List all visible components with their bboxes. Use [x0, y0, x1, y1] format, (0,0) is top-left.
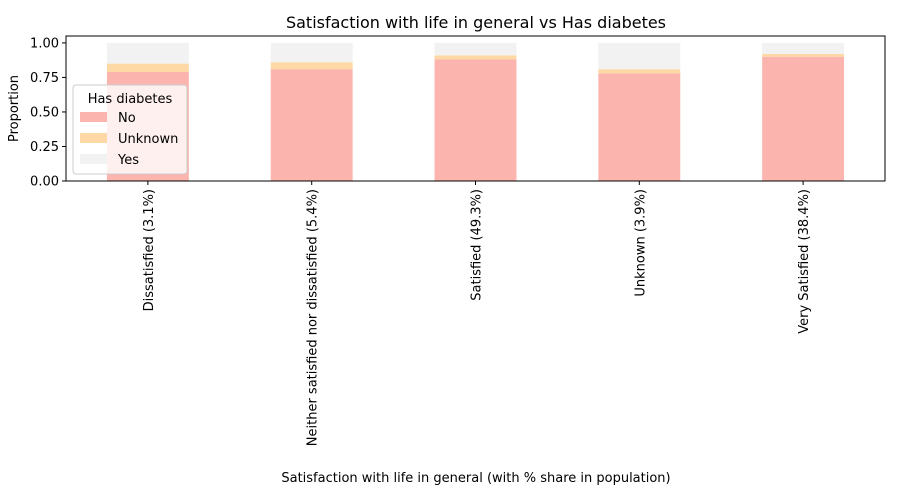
- bar-yes-4: [598, 42, 681, 70]
- bar-no-2: [270, 69, 353, 181]
- y-tick-label: 0.75: [30, 71, 59, 86]
- bar-unknown-5: [762, 53, 845, 57]
- legend-items: No Unknown Yes: [80, 111, 178, 168]
- legend-title: Has diabetes: [88, 92, 173, 107]
- bar-yes-5: [762, 42, 845, 54]
- legend-label-unknown: Unknown: [118, 132, 178, 147]
- bar-no-4: [598, 73, 681, 181]
- bar-yes-1: [106, 42, 189, 64]
- x-tick-label: Unknown (3.9%): [633, 189, 648, 297]
- legend-box: [72, 84, 188, 175]
- y-tick-label: 0.00: [30, 175, 59, 190]
- bars-group: [106, 42, 845, 182]
- y-tick-label: 0.50: [30, 105, 59, 120]
- legend-label-yes: Yes: [117, 153, 139, 168]
- y-tick-label: 1.00: [30, 36, 59, 51]
- bar-unknown-1: [106, 63, 189, 72]
- y-axis: 0.00 0.25 0.50 0.75 1.00: [30, 36, 66, 190]
- bar-unknown-2: [270, 62, 353, 70]
- x-tick-label: Satisfied (49.3%): [470, 189, 485, 301]
- bar-unknown-3: [434, 55, 517, 60]
- legend-swatch-no: [80, 112, 107, 122]
- bar-unknown-4: [598, 69, 681, 74]
- bar-yes-2: [270, 42, 353, 63]
- bar-no-5: [762, 56, 845, 181]
- x-tick-label: Dissatisfied (3.1%): [142, 189, 157, 311]
- bar-yes-3: [434, 42, 517, 56]
- bar-no-3: [434, 59, 517, 182]
- chart-title: Satisfaction with life in general vs Has…: [286, 13, 666, 32]
- legend-swatch-yes: [80, 154, 107, 164]
- y-tick-label: 0.25: [30, 140, 59, 155]
- x-axis: Dissatisfied (3.1%) Neither satisfied nor…: [142, 181, 812, 446]
- y-axis-label: Proportion: [7, 75, 22, 142]
- x-tick-label: Very Satisfied (38.4%): [797, 189, 812, 334]
- legend-swatch-unknown: [80, 133, 107, 143]
- legend: Has diabetes No Unknown Yes: [72, 84, 188, 175]
- x-axis-label: Satisfaction with life in general (with …: [281, 471, 670, 486]
- legend-label-no: No: [118, 111, 136, 126]
- x-tick-label: Neither satisfied nor dissatisfied (5.4%…: [306, 189, 321, 446]
